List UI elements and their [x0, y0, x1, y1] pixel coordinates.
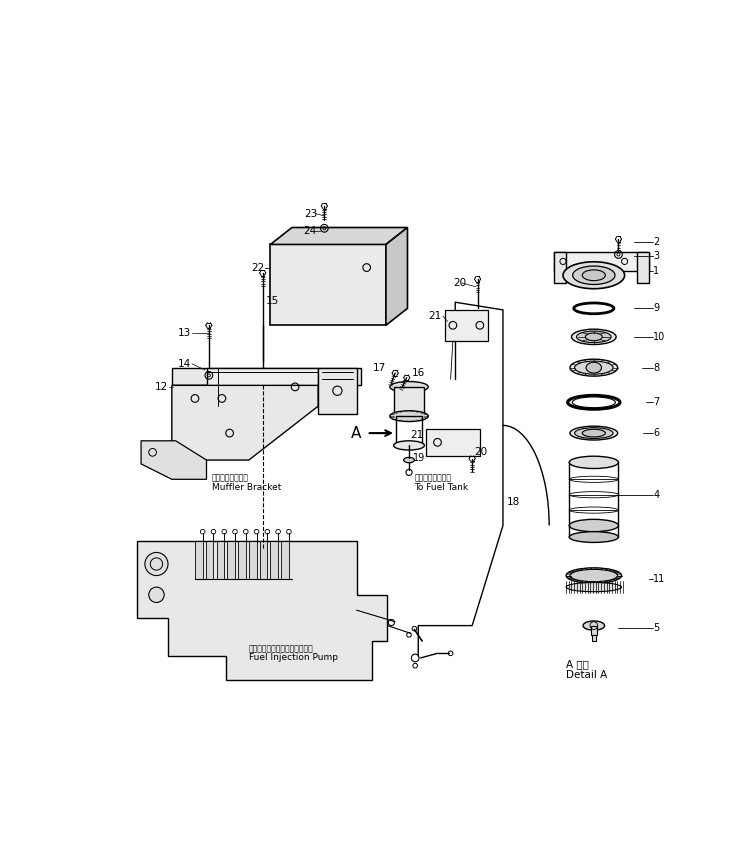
Polygon shape — [386, 228, 408, 326]
Ellipse shape — [570, 360, 618, 376]
Text: A: A — [351, 426, 362, 440]
Polygon shape — [270, 245, 386, 326]
Bar — [318, 368, 356, 414]
Text: 12: 12 — [155, 382, 168, 392]
Polygon shape — [141, 441, 207, 479]
Ellipse shape — [569, 519, 618, 531]
Text: Muffler Bracket: Muffler Bracket — [212, 483, 281, 491]
Bar — [206, 541, 214, 580]
Polygon shape — [137, 541, 388, 679]
Ellipse shape — [583, 269, 606, 280]
Text: 14: 14 — [178, 359, 191, 369]
Ellipse shape — [574, 428, 613, 439]
Polygon shape — [207, 368, 318, 406]
Text: 20: 20 — [453, 278, 466, 288]
Bar — [217, 541, 224, 580]
Ellipse shape — [574, 361, 613, 374]
Ellipse shape — [404, 457, 414, 462]
Bar — [228, 541, 235, 580]
Bar — [260, 541, 267, 580]
Bar — [281, 541, 289, 580]
Ellipse shape — [571, 329, 616, 344]
Polygon shape — [172, 385, 207, 456]
Polygon shape — [445, 310, 487, 341]
Bar — [238, 541, 246, 580]
Circle shape — [145, 552, 168, 575]
Text: 17: 17 — [373, 364, 386, 373]
Polygon shape — [172, 368, 361, 385]
Text: 8: 8 — [653, 363, 659, 372]
Text: Detail A: Detail A — [566, 670, 607, 680]
Polygon shape — [270, 228, 408, 245]
Text: A 詳細: A 詳細 — [566, 659, 589, 669]
Ellipse shape — [570, 426, 618, 440]
Text: 5: 5 — [653, 623, 659, 633]
Ellipse shape — [570, 570, 618, 581]
Bar — [270, 541, 278, 580]
Ellipse shape — [390, 382, 429, 393]
Text: 15: 15 — [266, 296, 279, 306]
Text: 4: 4 — [653, 490, 659, 500]
Bar — [396, 416, 422, 445]
Ellipse shape — [586, 333, 603, 341]
Text: 16: 16 — [412, 368, 426, 378]
Ellipse shape — [390, 411, 429, 422]
Text: 23: 23 — [304, 208, 318, 218]
Polygon shape — [554, 252, 650, 271]
Text: 18: 18 — [507, 497, 520, 507]
Text: 9: 9 — [653, 303, 659, 314]
Text: 11: 11 — [653, 575, 665, 585]
Text: 21: 21 — [411, 429, 423, 439]
Circle shape — [149, 587, 164, 603]
Text: Fuel Injection Pump: Fuel Injection Pump — [248, 654, 338, 662]
Ellipse shape — [563, 262, 625, 289]
Text: 7: 7 — [653, 397, 659, 407]
Bar — [591, 626, 597, 635]
Ellipse shape — [569, 531, 618, 542]
Text: マフラブラケット: マフラブラケット — [212, 473, 249, 482]
Ellipse shape — [583, 429, 606, 437]
Text: フゥエルタンクへ: フゥエルタンクへ — [414, 473, 452, 482]
Ellipse shape — [586, 362, 601, 373]
Text: 3: 3 — [653, 251, 659, 261]
Polygon shape — [637, 252, 650, 283]
Text: To Fuel Tank: To Fuel Tank — [414, 483, 469, 491]
Ellipse shape — [583, 621, 605, 630]
Bar — [248, 541, 257, 580]
Bar — [591, 635, 596, 641]
Text: フェルインジェクションポンプ: フェルインジェクションポンプ — [248, 644, 314, 653]
Polygon shape — [554, 252, 566, 283]
Text: 21: 21 — [428, 311, 441, 321]
Ellipse shape — [566, 568, 621, 583]
Text: 13: 13 — [178, 328, 191, 338]
Ellipse shape — [394, 441, 424, 450]
Text: 19: 19 — [413, 453, 425, 462]
Text: 22: 22 — [251, 263, 264, 273]
Text: 6: 6 — [653, 428, 659, 438]
Text: 24: 24 — [303, 226, 316, 236]
Text: 20: 20 — [475, 447, 487, 457]
Bar — [394, 387, 424, 414]
Ellipse shape — [577, 332, 611, 343]
Text: 2: 2 — [653, 237, 659, 247]
Ellipse shape — [569, 456, 618, 468]
Text: 10: 10 — [653, 332, 665, 342]
Polygon shape — [172, 385, 318, 460]
Bar — [195, 541, 202, 580]
Text: 1: 1 — [653, 266, 659, 276]
Ellipse shape — [573, 266, 615, 285]
Ellipse shape — [566, 582, 621, 592]
Polygon shape — [426, 429, 480, 456]
